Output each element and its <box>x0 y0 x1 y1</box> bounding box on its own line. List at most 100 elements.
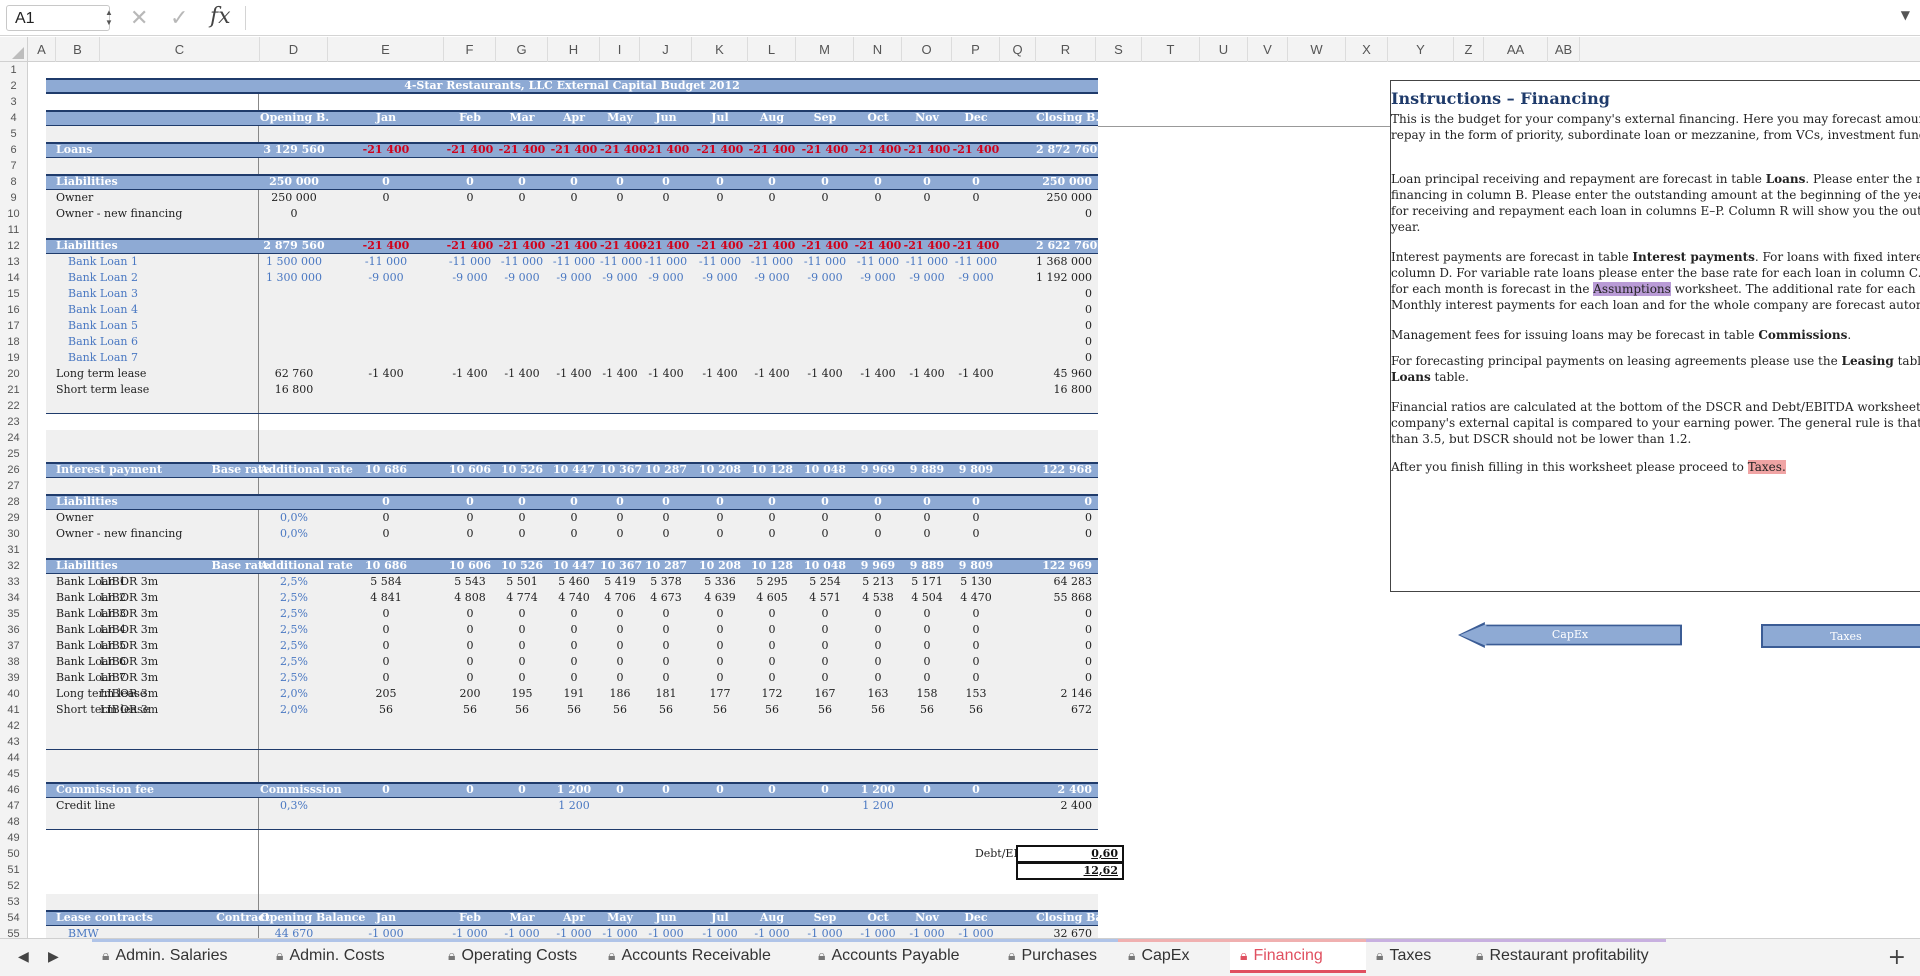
row-header-8[interactable]: 8 <box>10 176 17 188</box>
month-value[interactable]: 0 <box>616 623 624 636</box>
month-value[interactable]: 0 <box>570 527 578 540</box>
month-value[interactable]: 10 686 <box>364 463 408 476</box>
row-header-48[interactable]: 48 <box>7 816 20 828</box>
row-header-18[interactable]: 18 <box>7 336 20 348</box>
month-value[interactable]: 0 <box>518 655 526 668</box>
month-value[interactable]: 0 <box>518 495 526 508</box>
month-value[interactable]: 5 295 <box>756 575 788 588</box>
month-value[interactable]: 0 <box>616 639 624 652</box>
row-header-55[interactable]: 55 <box>7 928 20 938</box>
opening-value[interactable]: 2,5% <box>280 655 308 668</box>
month-value[interactable]: 10 686 <box>364 559 408 572</box>
month-value[interactable]: 0 <box>768 191 776 204</box>
month-value[interactable]: 1 200 <box>860 783 896 796</box>
closing-value[interactable]: 250 000 <box>1046 191 1093 204</box>
month-value[interactable]: -9 000 <box>807 271 843 284</box>
row-header-36[interactable]: 36 <box>7 624 20 636</box>
month-value[interactable]: 177 <box>709 687 731 700</box>
month-value[interactable]: 10 367 <box>600 559 643 572</box>
month-value[interactable]: 0 <box>716 655 724 668</box>
month-value[interactable]: 0 <box>972 671 980 684</box>
month-value[interactable]: 5 130 <box>960 575 992 588</box>
opening-value[interactable]: 2,5% <box>280 575 308 588</box>
month-value[interactable]: -11 000 <box>500 255 544 268</box>
month-value[interactable]: -1 400 <box>556 367 592 380</box>
column-header-x[interactable]: X <box>1346 37 1388 62</box>
month-value[interactable]: 0 <box>923 607 931 620</box>
row-header-9[interactable]: 9 <box>10 192 17 204</box>
function-icon[interactable]: fx <box>210 4 231 29</box>
month-value[interactable]: 56 <box>567 703 581 716</box>
month-value[interactable]: 0 <box>382 783 390 796</box>
column-header-n[interactable]: N <box>854 37 902 62</box>
row-header-15[interactable]: 15 <box>7 288 20 300</box>
month-value[interactable]: 0 <box>821 639 829 652</box>
opening-value[interactable]: 250 000 <box>269 175 319 188</box>
month-value[interactable]: 4 571 <box>809 591 841 604</box>
month-value[interactable]: 0 <box>382 175 390 188</box>
month-value[interactable]: 0 <box>466 191 474 204</box>
month-value[interactable]: -11 000 <box>905 255 949 268</box>
month-value[interactable]: -11 000 <box>856 255 900 268</box>
month-value[interactable]: 0 <box>382 607 390 620</box>
month-value[interactable]: Apr <box>562 911 586 924</box>
column-header-q[interactable]: Q <box>1000 37 1036 62</box>
month-value[interactable]: -21 400 <box>498 239 546 252</box>
opening-value[interactable]: 2,5% <box>280 671 308 684</box>
month-value[interactable]: 4 706 <box>604 591 636 604</box>
month-value[interactable]: 200 <box>459 687 481 700</box>
month-value[interactable]: 191 <box>563 687 585 700</box>
month-value[interactable]: Nov <box>915 911 939 924</box>
month-value[interactable]: 4 470 <box>960 591 992 604</box>
month-value[interactable]: -11 000 <box>803 255 847 268</box>
column-header-b[interactable]: B <box>56 37 100 62</box>
month-value[interactable]: 0 <box>716 511 724 524</box>
column-header-o[interactable]: O <box>902 37 952 62</box>
month-value[interactable]: 0 <box>662 639 670 652</box>
month-value[interactable]: 4 740 <box>558 591 590 604</box>
month-value[interactable]: 0 <box>874 191 882 204</box>
column-header-l[interactable]: L <box>748 37 796 62</box>
closing-value[interactable]: 672 <box>1071 703 1092 716</box>
column-header-c[interactable]: C <box>100 37 260 62</box>
month-value[interactable]: 0 <box>518 671 526 684</box>
column-header-k[interactable]: K <box>692 37 748 62</box>
month-value[interactable]: -1 400 <box>754 367 790 380</box>
closing-value[interactable]: 0 <box>1085 623 1092 636</box>
name-box[interactable]: A1 ▲ ▼ <box>6 5 113 31</box>
month-value[interactable]: 0 <box>570 671 578 684</box>
month-value[interactable]: 0 <box>570 655 578 668</box>
column-header-g[interactable]: G <box>496 37 548 62</box>
month-value[interactable]: 0 <box>874 511 882 524</box>
month-value[interactable]: -21 400 <box>642 143 690 156</box>
month-value[interactable]: 0 <box>570 511 578 524</box>
closing-value[interactable]: 0 <box>1085 207 1092 220</box>
month-value[interactable]: 0 <box>616 495 624 508</box>
expand-formula-icon[interactable]: ▼ <box>1900 8 1910 22</box>
month-value[interactable]: -11 000 <box>698 255 742 268</box>
month-value[interactable]: 0 <box>518 527 526 540</box>
row-header-12[interactable]: 12 <box>7 240 20 252</box>
month-value[interactable]: 0 <box>874 639 882 652</box>
closing-value[interactable]: 250 000 <box>1042 175 1092 188</box>
row-header-7[interactable]: 7 <box>10 160 17 172</box>
month-value[interactable]: 0 <box>662 527 670 540</box>
month-value[interactable]: -21 400 <box>854 143 902 156</box>
month-value[interactable]: 0 <box>716 671 724 684</box>
month-value[interactable]: 56 <box>379 703 393 716</box>
month-value[interactable]: 0 <box>874 527 882 540</box>
opening-value[interactable]: Commisssion <box>260 783 342 796</box>
closing-value[interactable]: 45 960 <box>1053 367 1093 380</box>
month-value[interactable]: -1 000 <box>452 927 488 938</box>
row-header-40[interactable]: 40 <box>7 688 20 700</box>
month-value[interactable]: -1 000 <box>909 927 945 938</box>
month-value[interactable]: 56 <box>765 703 779 716</box>
month-value[interactable]: 0 <box>716 607 724 620</box>
month-value[interactable]: 10 287 <box>644 559 688 572</box>
row-header-28[interactable]: 28 <box>7 496 20 508</box>
month-value[interactable]: -1 400 <box>602 367 638 380</box>
month-value[interactable]: 4 639 <box>704 591 736 604</box>
month-value[interactable]: 0 <box>662 655 670 668</box>
month-value[interactable]: -21 400 <box>362 239 410 252</box>
month-value[interactable]: 0 <box>570 607 578 620</box>
